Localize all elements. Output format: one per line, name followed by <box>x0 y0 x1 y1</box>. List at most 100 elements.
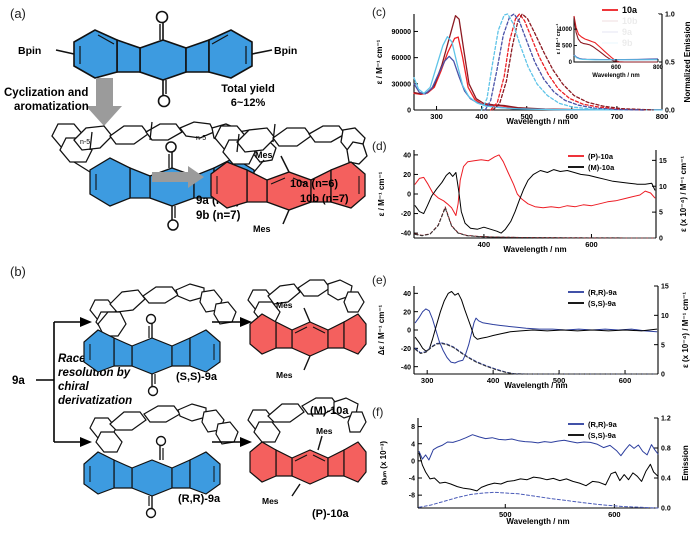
x-tick-label: 400 <box>478 240 491 249</box>
label-RR-9a: (R,R)-9a <box>178 493 221 505</box>
arrowhead-top <box>80 317 92 327</box>
arrow-label-line1: Cyclization and <box>4 87 88 99</box>
label-mes-top-P: Mes <box>316 426 333 436</box>
y-tick-label: -40 <box>401 231 411 238</box>
x-tick-label: 400 <box>475 112 488 121</box>
y2-axis-title: ε (x 10⁻⁴) / M⁻¹ cm⁻¹ <box>681 292 690 368</box>
y2-tick-label: 15 <box>661 284 669 291</box>
yield-line2: 6~12% <box>231 97 266 109</box>
label-10a: 10a (n=6) <box>290 178 338 190</box>
label-mes-bottom: Mes <box>253 224 271 234</box>
legend-label: (S,S)-9a <box>588 299 617 308</box>
y-axis-title: Δε / M⁻¹ cm⁻¹ <box>377 304 386 355</box>
panel-tag-panel_d: (d) <box>372 139 387 153</box>
y-tick-label: 4 <box>411 441 415 448</box>
label-M-10a: (M)-10a <box>310 405 349 417</box>
condition-line2: resolution by <box>58 367 131 379</box>
series-line <box>413 36 663 111</box>
svg-text:0: 0 <box>569 60 573 66</box>
y-tick-label: 20 <box>403 172 411 179</box>
label-start-9a: 9a <box>12 375 25 387</box>
y-tick-label: 0 <box>407 108 411 115</box>
label-mes-top: Mes <box>255 150 273 160</box>
condition-line3: chiral <box>58 381 89 393</box>
svg-text:Wavelength / nm: Wavelength / nm <box>592 73 639 79</box>
inset-panel-c: 600 800 0 500 1000 Wavelength / nm ε / M⁻¹ cm⁻… <box>555 14 664 79</box>
x-tick-label: 500 <box>520 112 533 121</box>
y-axis-title: ε / M⁻¹ cm⁻¹ <box>375 39 384 84</box>
y2-axis-title: Normalized Emission <box>683 21 692 102</box>
y-tick-label: 0 <box>411 458 415 465</box>
label-repeat-n5-b: n-5 <box>196 135 206 142</box>
panel-tag-panel_e: (e) <box>372 273 387 287</box>
x-tick-label: 700 <box>611 112 624 121</box>
label-mes-top-M: Mes <box>276 300 293 310</box>
legend-label: (R,R)-9a <box>588 420 618 429</box>
y-tick-label: -20 <box>401 346 411 353</box>
legend-label: 10a <box>622 5 638 15</box>
y-tick-label: 30000 <box>392 81 412 88</box>
y2-tick-label: 0.0 <box>661 506 671 513</box>
svg-text:ε / M⁻¹ cm⁻¹: ε / M⁻¹ cm⁻¹ <box>555 23 562 54</box>
series-line <box>418 452 659 492</box>
y-tick-label: -8 <box>409 493 415 500</box>
legend-label: (M)-10a <box>588 163 615 172</box>
series-line <box>414 343 658 375</box>
series-line <box>414 169 656 234</box>
series-line <box>418 434 659 461</box>
y-tick-label: 0 <box>407 192 411 199</box>
chart-panel-f: (f) 500 600 -8 -4 0 4 8 0.0 0.4 0.8 1.2 Wavelength /… <box>370 396 700 537</box>
arrow-cyclization <box>86 78 122 126</box>
legend-label: (S,S)-9a <box>588 431 617 440</box>
label-mes-bottom-P: Mes <box>262 496 279 506</box>
y2-tick-label: 15 <box>659 158 667 165</box>
chart-panel-d: (d) 400 600 -40 -20 0 20 40 0 5 10 15 Wavelength / n… <box>370 132 700 260</box>
arrowhead-P <box>240 437 252 447</box>
panel-tag-b: (b) <box>10 264 26 279</box>
y2-tick-label: 1.2 <box>661 416 671 423</box>
x-axis-title: Wavelength / nm <box>503 245 566 254</box>
label-bpin-left: Bpin <box>18 45 41 57</box>
scheme-panel-b: (b) 9a Racemic resolution by chiral deri… <box>0 262 368 537</box>
x-tick-label: 300 <box>430 112 443 121</box>
chart-panel-e: (e) 300 400 500 600 -40 -20 0 20 40 0 5 10 15 Waveleng… <box>370 262 700 394</box>
panel-tag-panel_f: (f) <box>372 405 383 419</box>
legend-label: (P)-10a <box>588 152 614 161</box>
molecule-RR-9a <box>83 403 239 519</box>
molecule-SS-9a <box>83 283 237 397</box>
condition-line4: derivatization <box>58 395 132 407</box>
y-tick-label: 40 <box>403 291 411 298</box>
series-line <box>418 491 659 509</box>
x-tick-label: 600 <box>619 376 632 385</box>
yield-line1: Total yield <box>221 83 275 95</box>
x-tick-label: 800 <box>656 112 669 121</box>
svg-text:600: 600 <box>611 65 622 71</box>
y-tick-label: 60000 <box>392 55 412 62</box>
chart-panel-c: (c) 300 400 500 600 700 800 0 30000 60000 90000 0.0… <box>370 0 700 136</box>
label-10b: 10b (n=7) <box>300 193 349 205</box>
label-mes-bottom-M: Mes <box>276 370 293 380</box>
x-tick-label: 500 <box>553 376 566 385</box>
x-axis-title: Wavelength / nm <box>506 117 569 126</box>
y-tick-label: 20 <box>403 309 411 316</box>
y-tick-label: 8 <box>411 424 415 431</box>
series-line <box>414 308 658 364</box>
molecule-M-10a <box>247 279 367 371</box>
inset-series-line <box>573 54 659 61</box>
y-tick-label: 90000 <box>392 29 412 36</box>
y2-tick-label: 0 <box>661 372 665 379</box>
x-tick-label: 400 <box>487 376 500 385</box>
y2-tick-label: 10 <box>661 313 669 320</box>
x-axis-title: Wavelength / nm <box>506 517 569 526</box>
panel-tag-a: (a) <box>10 6 26 21</box>
molecule-10a-10b-macrocycle: Mes Mes <box>210 123 368 234</box>
svg-text:1000: 1000 <box>559 27 573 33</box>
x-tick-label: 600 <box>566 112 579 121</box>
scheme-panel-a: (a) <box>0 0 368 262</box>
x-tick-label: 600 <box>608 510 621 519</box>
series-line <box>480 13 614 111</box>
x-tick-label: 500 <box>499 510 512 519</box>
arrow-label-line2: aromatization <box>14 101 89 113</box>
y2-tick-label: 0.5 <box>665 60 675 67</box>
